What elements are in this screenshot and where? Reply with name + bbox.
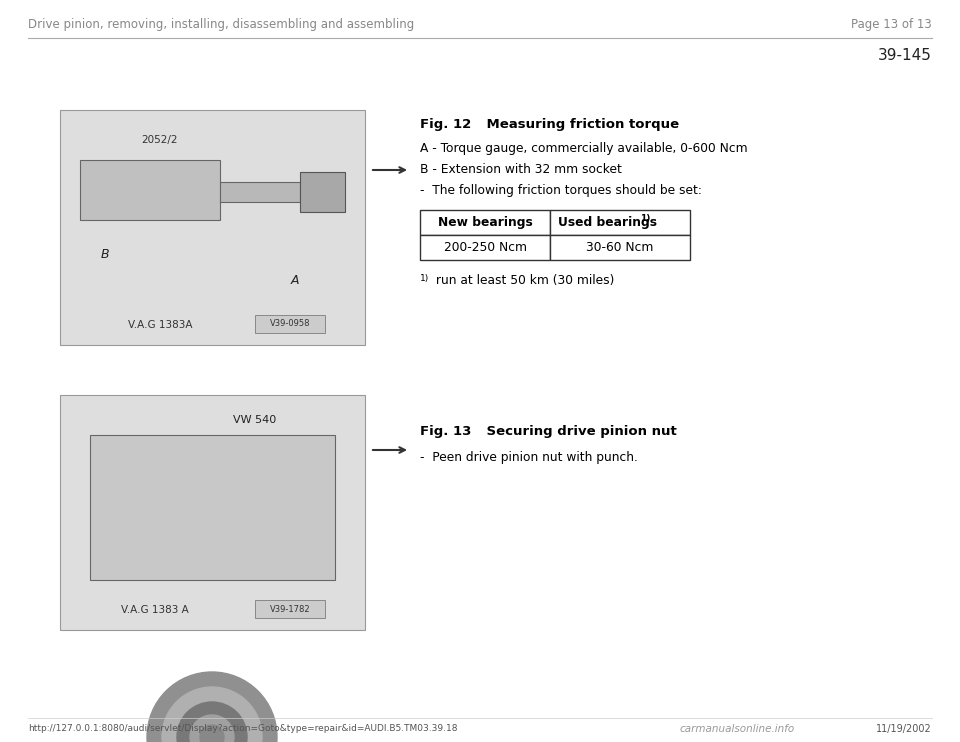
Bar: [255, 600, 325, 618]
Bar: [550, 235, 690, 260]
Circle shape: [162, 687, 262, 742]
Bar: [60, 395, 365, 630]
Text: Drive pinion, removing, installing, disassembling and assembling: Drive pinion, removing, installing, disa…: [28, 18, 415, 31]
Text: VW 540: VW 540: [233, 415, 276, 425]
Bar: [80, 160, 220, 220]
Text: B: B: [101, 249, 109, 261]
Bar: [420, 210, 550, 235]
Circle shape: [190, 715, 234, 742]
Circle shape: [200, 725, 224, 742]
Text: http://127.0.0.1:8080/audi/servlet/Display?action=Goto&type=repair&id=AUDI.B5.TM: http://127.0.0.1:8080/audi/servlet/Displ…: [28, 724, 458, 733]
Bar: [300, 172, 345, 212]
Text: Used bearings: Used bearings: [558, 216, 661, 229]
Bar: [220, 182, 300, 202]
Text: V39-1782: V39-1782: [270, 605, 310, 614]
Bar: [90, 435, 335, 580]
Text: V.A.G 1383 A: V.A.G 1383 A: [121, 605, 189, 615]
Text: Fig. 13: Fig. 13: [420, 425, 471, 438]
Text: -  Peen drive pinion nut with punch.: - Peen drive pinion nut with punch.: [420, 451, 637, 464]
Bar: [420, 235, 550, 260]
Text: A - Torque gauge, commercially available, 0-600 Ncm: A - Torque gauge, commercially available…: [420, 142, 748, 155]
Bar: [550, 210, 690, 235]
Text: Fig. 12: Fig. 12: [420, 118, 471, 131]
Text: 30-60 Ncm: 30-60 Ncm: [587, 241, 654, 254]
Text: B - Extension with 32 mm socket: B - Extension with 32 mm socket: [420, 163, 622, 176]
Text: 1): 1): [420, 274, 429, 283]
Text: 39-145: 39-145: [878, 48, 932, 63]
Text: 200-250 Ncm: 200-250 Ncm: [444, 241, 526, 254]
Text: 1): 1): [640, 214, 650, 223]
Text: 11/19/2002: 11/19/2002: [876, 724, 932, 734]
Text: V.A.G 1383A: V.A.G 1383A: [128, 320, 192, 330]
Text: -  The following friction torques should be set:: - The following friction torques should …: [420, 184, 702, 197]
Text: Measuring friction torque: Measuring friction torque: [468, 118, 679, 131]
Text: New bearings: New bearings: [438, 216, 533, 229]
Text: Page 13 of 13: Page 13 of 13: [852, 18, 932, 31]
Text: Securing drive pinion nut: Securing drive pinion nut: [468, 425, 677, 438]
Text: run at least 50 km (30 miles): run at least 50 km (30 miles): [432, 274, 614, 287]
Text: A: A: [291, 274, 300, 286]
Bar: [60, 110, 365, 345]
Bar: [255, 315, 325, 333]
Text: 2052/2: 2052/2: [142, 135, 179, 145]
Text: carmanualsonline.info: carmanualsonline.info: [680, 724, 795, 734]
Circle shape: [177, 702, 247, 742]
Text: V39-0958: V39-0958: [270, 320, 310, 329]
Circle shape: [147, 672, 277, 742]
